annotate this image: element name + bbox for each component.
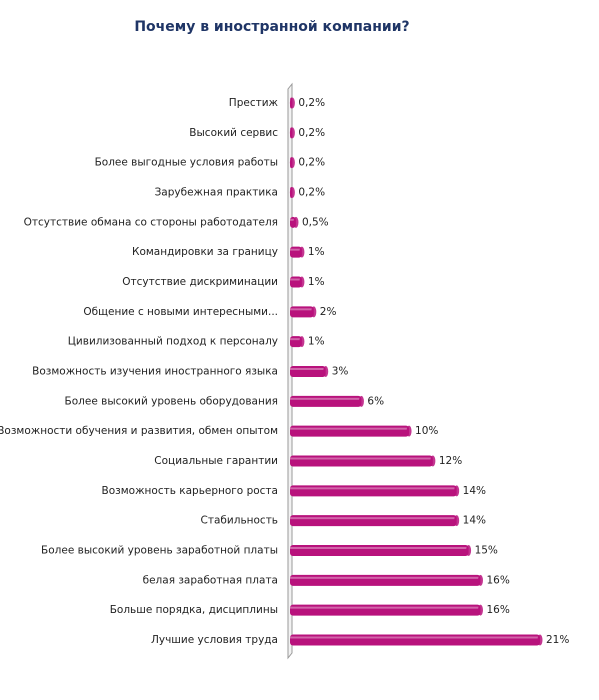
- y-tick-label: Высокий сервис: [189, 127, 278, 139]
- value-label: 1%: [308, 276, 325, 288]
- bar: [290, 545, 469, 556]
- value-label: 3%: [332, 366, 349, 378]
- bar-highlight: [290, 427, 408, 430]
- bar: [290, 276, 302, 288]
- bar: [290, 395, 362, 407]
- bar: [290, 336, 302, 348]
- y-tick-label: белая заработная плата: [143, 574, 278, 586]
- bar-cap: [311, 306, 317, 318]
- y-tick-label: Общение с новыми интересными...: [83, 306, 278, 318]
- y-tick-label: Цивилизованный подход к персоналу: [68, 336, 278, 348]
- bar-highlight: [290, 517, 455, 520]
- y-tick-label: Командировки за границу: [132, 246, 278, 258]
- value-label: 0,2%: [298, 127, 325, 139]
- chart-title: Почему в иностранной компании?: [134, 19, 409, 35]
- y-tick-label: Зарубежная практика: [155, 187, 278, 199]
- bar-highlight: [290, 636, 538, 639]
- bar-highlight: [290, 338, 300, 341]
- value-label: 0,5%: [302, 216, 329, 228]
- bar-cap: [537, 634, 543, 646]
- y-tick-label: Престиж: [229, 97, 279, 109]
- bar-cap: [430, 455, 436, 467]
- bar-cap: [299, 336, 305, 348]
- bar-cap: [477, 574, 483, 586]
- bar: [290, 246, 302, 258]
- bar: [290, 574, 481, 586]
- value-label: 15%: [475, 545, 498, 557]
- value-label: 21%: [546, 634, 569, 646]
- value-label: 0,2%: [298, 97, 325, 109]
- y-tick-label: Отсутствие обмана со стороны работодател…: [24, 216, 278, 228]
- bar-cap: [477, 604, 483, 616]
- y-tick-label: Больше порядка, дисциплины: [110, 604, 278, 616]
- value-label: 14%: [463, 515, 486, 527]
- bar-cap: [299, 246, 305, 258]
- y-tick-label: Лучшие условия труда: [151, 634, 278, 646]
- value-label: 1%: [308, 336, 325, 348]
- y-tick-label: Социальные гарантии: [154, 455, 278, 467]
- bar: [290, 425, 410, 437]
- bar: [290, 515, 457, 527]
- y-tick-label: Возможность карьерного роста: [102, 485, 278, 497]
- bar-highlight: [290, 547, 467, 549]
- bar-cap: [323, 366, 329, 377]
- value-label: 2%: [320, 306, 337, 318]
- bar: [290, 366, 326, 377]
- bar-highlight: [290, 368, 324, 370]
- y-tick-label: Возможности обучения и развития, обмен о…: [0, 425, 278, 437]
- bar-highlight: [290, 248, 300, 251]
- bar-cap: [293, 216, 299, 228]
- value-label: 0,2%: [298, 157, 325, 169]
- value-label: 6%: [367, 395, 384, 407]
- bar-highlight: [290, 487, 455, 490]
- bar-cap: [289, 97, 295, 109]
- y-tick-label: Стабильность: [201, 515, 278, 527]
- bar-cap: [289, 127, 295, 139]
- value-label: 14%: [463, 485, 486, 497]
- bar-cap: [454, 485, 460, 497]
- y-tick-label: Более выгодные условия работы: [95, 157, 278, 169]
- y-tick-label: Возможность изучения иностранного языка: [32, 366, 278, 378]
- bar-cap: [299, 276, 305, 288]
- bar: [290, 306, 314, 318]
- y-tick-label: Более высокий уровень оборудования: [65, 395, 278, 407]
- bar-cap: [358, 395, 364, 407]
- bar: [290, 485, 457, 497]
- value-label: 0,2%: [298, 187, 325, 199]
- bar: [290, 634, 540, 646]
- value-label: 12%: [439, 455, 462, 467]
- value-label: 16%: [486, 604, 509, 616]
- bar-cap: [289, 157, 295, 169]
- bar-highlight: [290, 278, 300, 281]
- value-label: 1%: [308, 246, 325, 258]
- y-tick-label: Отсутствие дискриминации: [122, 276, 278, 288]
- bar-highlight: [290, 397, 360, 400]
- bar-highlight: [290, 457, 431, 460]
- bar: [290, 604, 481, 616]
- bar: [290, 455, 433, 467]
- value-label: 10%: [415, 425, 438, 437]
- bar-highlight: [290, 576, 479, 579]
- bar-cap: [466, 545, 472, 556]
- y-tick-label: Более высокий уровень заработной платы: [41, 545, 278, 557]
- bar-highlight: [290, 606, 479, 609]
- bar-cap: [406, 425, 412, 437]
- value-label: 16%: [486, 574, 509, 586]
- bar-highlight: [290, 218, 294, 221]
- bar-highlight: [290, 308, 312, 311]
- bar-cap: [289, 187, 295, 198]
- bar-cap: [454, 515, 460, 527]
